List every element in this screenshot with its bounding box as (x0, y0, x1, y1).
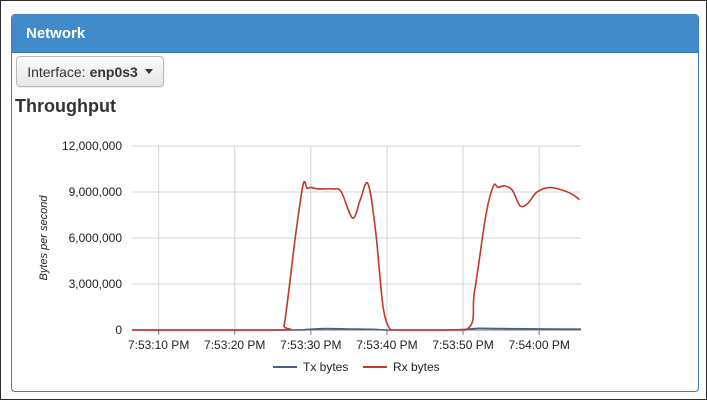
x-tick-label: 7:53:30 PM (280, 338, 341, 352)
x-tick-label: 7:53:40 PM (356, 338, 417, 352)
series-lines (132, 180, 582, 331)
caret-down-icon (144, 69, 153, 74)
series-line-rx-bytes (132, 180, 581, 331)
legend: Tx bytes Rx bytes (273, 360, 440, 374)
panel-title: Network (26, 25, 86, 42)
x-tick-label: 7:53:20 PM (204, 338, 265, 352)
interface-value: enp0s3 (89, 63, 138, 80)
y-tick-label: 9,000,000 (69, 185, 123, 199)
y-axis-label: Bytes per second (38, 195, 50, 281)
panel-heading: Network (12, 15, 698, 53)
legend-label-tx-bytes: Tx bytes (303, 360, 348, 374)
grid (132, 145, 581, 335)
y-tick-label: 12,000,000 (62, 139, 122, 153)
x-tick-label: 7:54:00 PM (508, 338, 569, 352)
series-line-tx-bytes (132, 327, 582, 331)
legend-label-rx-bytes: Rx bytes (393, 360, 440, 374)
chart-title: Throughput (15, 96, 116, 116)
y-tick-label: 0 (115, 323, 122, 337)
y-tick-label: 6,000,000 (69, 231, 123, 245)
interface-label: Interface: (27, 63, 86, 80)
axis-labels: 0 3,000,000 6,000,000 9,000,000 12,000,000 7:… (62, 139, 570, 352)
y-tick-label: 3,000,000 (69, 277, 123, 291)
x-tick-label: 7:53:10 PM (128, 338, 189, 352)
interface-dropdown-button[interactable]: Interface: enp0s3 (16, 56, 164, 87)
x-tick-label: 7:53:50 PM (432, 338, 493, 352)
